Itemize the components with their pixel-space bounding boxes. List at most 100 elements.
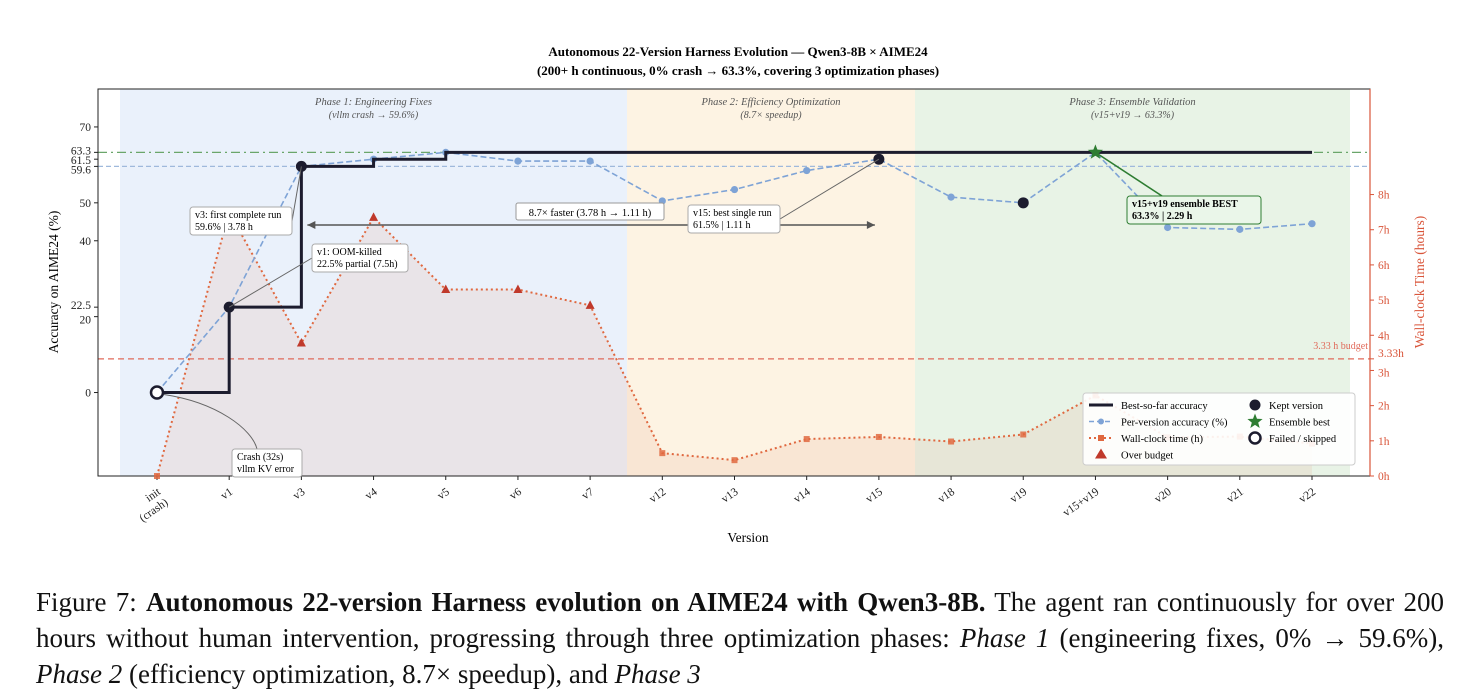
x-tick-group: v13 [720,486,741,506]
x-tick-label: v5 [435,486,452,503]
phase-subtitle-1: (vllm crash → 59.6%) [329,110,419,121]
legend-swatch-wall-clock-square [1098,435,1104,441]
x-tick-group: v20 [1153,486,1174,506]
chart-svg: Phase 1: Engineering Fixes (vllm crash → … [46,44,1427,545]
x-tick-group: v15+v19 [1061,486,1102,519]
legend-swatch-per-version-dot [1098,418,1104,425]
legend-swatch-over-budget [1095,448,1107,459]
x-tick-label: v15+v19 [1061,486,1102,519]
annotation-text: 22.5% partial (7.5h) [317,259,398,270]
per-version-point [1164,223,1172,232]
y2-tick-label: 0h [1378,471,1390,483]
annotation-connector [779,158,880,220]
annotation-box [1126,195,1262,225]
per-version-point [1236,225,1244,233]
y2-tick-label: 3h [1378,367,1390,379]
x-tick-group: v6 [508,486,525,503]
x-tick-label: v4 [363,486,380,503]
caption-text-2: (engineering fixes, 0% → 59.6%), [1059,623,1445,653]
y2-tick-label: 2h [1378,401,1390,413]
reference-line-label: 3.33 h budget [1313,341,1368,352]
wall-clock-point [659,450,666,457]
y2-tick-label: 6h [1378,260,1390,272]
per-version-point [1308,220,1316,228]
per-version-point [947,193,955,201]
x-tick-label: v18 [936,486,957,506]
x-tick-group: v22 [1297,486,1318,506]
annotation-box [687,204,781,234]
span-arrow-head-left [307,221,316,229]
annotation-text: Crash (32s) [237,452,283,463]
span-arrow-head-right [866,221,875,229]
legend-label: Best-so-far accuracy [1121,401,1208,412]
annotation-box [189,206,293,236]
x-tick-label: v7 [580,486,597,503]
phase-band-2 [627,89,915,476]
caption-phase-2: Phase 2 [36,659,123,689]
annotation-box [311,243,409,273]
annotation-text: vllm KV error [237,464,295,475]
y2-tick-label: 4h [1378,330,1390,342]
caption-text-3: (efficiency optimization, 8.7× speedup),… [128,659,608,689]
kept-version-marker [1017,197,1029,209]
wall-clock-point [731,457,738,464]
x-tick-group: v15 [864,486,885,506]
y2-tick-label: 7h [1378,225,1390,237]
annotation-text: v15: best single run [693,208,772,219]
annotation-text: v1: OOM-killed [317,247,382,258]
y-tick-label: 59.6 [71,164,91,176]
x-tick-group: v3 [291,486,308,503]
wall-clock-point [154,473,160,479]
legend-label: Failed / skipped [1269,434,1337,445]
phase-subtitle-2: (8.7× speedup) [740,110,802,121]
x-tick-label: v15 [864,486,885,506]
legend-label: Wall-clock time (h) [1121,434,1203,445]
phase-title-2: Phase 2: Efficiency Optimization [700,97,840,108]
per-version-point [730,185,739,194]
y2-tick-label: 3.33h [1378,348,1404,360]
x-tick-group: v12 [647,486,668,506]
best-so-far-line [157,150,1312,395]
x-tick-group: v18 [936,486,957,506]
x-tick-label: v13 [720,486,741,506]
legend-box [1082,392,1356,466]
phase-title-3: Phase 3: Ensemble Validation [1068,97,1195,108]
x-tick-group: v1 [219,486,236,503]
x-tick-group: v4 [363,486,380,503]
y-tick-label: 20 [80,315,92,327]
span-arrow-label-box [515,202,665,221]
wall-clock-area [157,212,1312,477]
phase-title-1: Phase 1: Engineering Fixes [314,97,432,108]
chart-figure: Phase 1: Engineering Fixes (vllm crash → … [46,44,1427,545]
per-version-point [514,157,522,165]
legend-swatch-ensemble [1247,413,1263,428]
legend-label: Per-version accuracy (%) [1121,418,1228,429]
x-tick-label: v21 [1225,486,1246,506]
x-tick-group: v19 [1008,486,1029,506]
x-tick-group: v5 [435,486,452,503]
legend-swatch-kept [1249,399,1261,411]
legend-label: Over budget [1121,451,1173,462]
failed-marker [149,385,165,400]
caption-label: Figure 7: [36,587,137,617]
y-tick-label: 63.3 [71,145,91,157]
x-axis-label: Version [727,530,768,545]
annotation-box [231,448,303,478]
y-tick-label: 61.5 [71,155,91,167]
x-tick-label: v1 [219,486,236,503]
x-tick-label: v22 [1297,486,1318,506]
annotation-text: v3: first complete run [195,210,281,221]
caption-phase-1: Phase 1 [959,623,1050,653]
x-tick-group: v21 [1225,486,1246,506]
phase-subtitle-3: (v15+v19 → 63.3%) [1091,110,1175,121]
annotation-text: v15+v19 ensemble BEST [1132,199,1238,210]
wall-clock-point [948,438,955,445]
annotation-connector [163,394,258,450]
y2-axis-label: Wall-clock Time (hours) [1412,216,1427,348]
y-tick-label: 40 [80,236,92,248]
legend-label: Kept version [1269,401,1324,412]
x-tick-label: v14 [792,486,813,506]
caption-bold: Autonomous 22-version Harness evolution … [145,587,986,617]
y-tick-label: 0 [85,388,91,400]
over-budget-marker [296,338,306,347]
